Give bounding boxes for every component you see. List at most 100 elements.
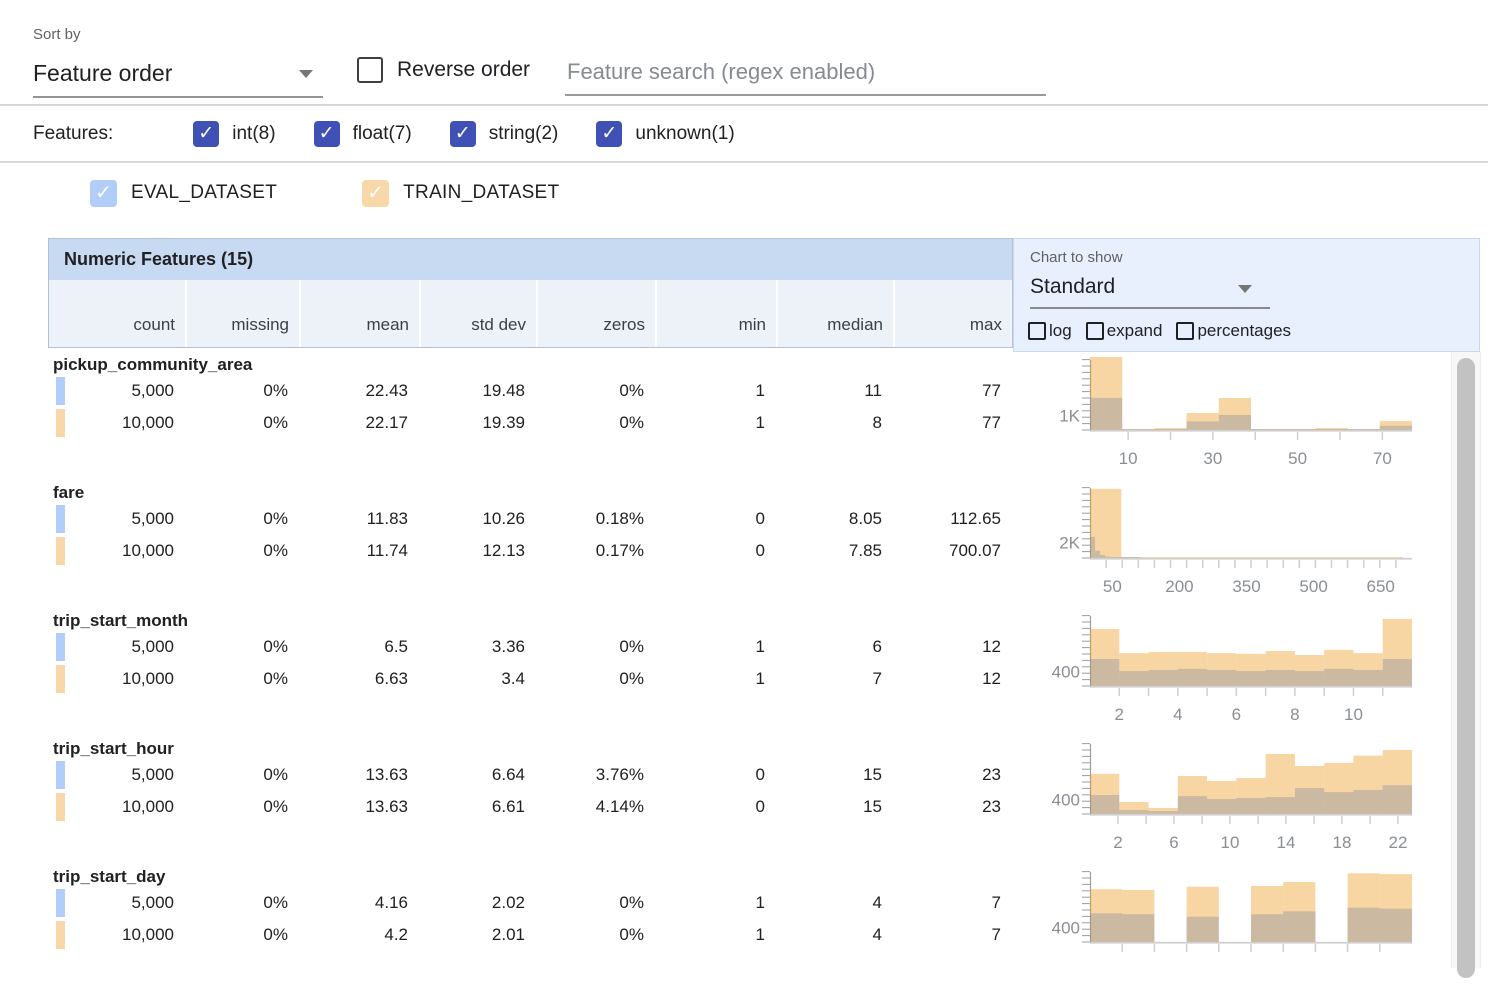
stat-value: 6.64	[418, 765, 535, 785]
option-label: expand	[1107, 321, 1163, 341]
svg-text:70: 70	[1373, 449, 1392, 468]
eval-dataset-toggle[interactable]: ✓ EVAL_DATASET	[90, 180, 277, 207]
dataset-legend: ✓ EVAL_DATASET ✓ TRAIN_DATASET	[0, 163, 1488, 223]
stat-value: 0%	[184, 669, 298, 689]
stat-value: 1	[654, 669, 775, 689]
filter-label: string(2)	[489, 123, 559, 145]
percentages-toggle[interactable]: percentages	[1176, 321, 1291, 341]
unchecked-checkbox-icon[interactable]	[1028, 322, 1046, 340]
svg-text:22: 22	[1389, 833, 1408, 852]
stat-value: 19.39	[418, 413, 535, 433]
checked-checkbox-icon[interactable]: ✓	[193, 121, 219, 147]
svg-text:200: 200	[1165, 577, 1193, 596]
column-headers: count missing mean std dev zeros min med…	[49, 280, 1012, 347]
train-color-swatch	[56, 793, 65, 821]
chart-type-select[interactable]: Standard	[1030, 271, 1270, 309]
stat-value: 10,000	[48, 925, 184, 945]
stat-value: 8.05	[775, 509, 892, 529]
stat-value: 3.36	[418, 637, 535, 657]
stat-value: 4.16	[298, 893, 418, 913]
stat-value: 0%	[535, 413, 654, 433]
eval-color-swatch	[56, 505, 65, 533]
filter-unknown[interactable]: ✓ unknown(1)	[596, 121, 734, 147]
numeric-features-table-header: Numeric Features (15) count missing mean…	[48, 238, 1013, 348]
feature-row: trip_start_month 5,0000%6.53.360%161210,…	[48, 608, 1488, 736]
search-input[interactable]	[565, 48, 1050, 96]
svg-text:10: 10	[1119, 449, 1138, 468]
feature-rows: pickup_community_area 5,0000%22.4319.480…	[48, 352, 1488, 992]
eval-checked-checkbox-icon[interactable]: ✓	[90, 180, 117, 207]
chart-type-value: Standard	[1030, 275, 1115, 299]
col-max: max	[893, 280, 1012, 347]
feature-row: fare 5,0000%11.8310.260.18%08.05112.6510…	[48, 480, 1488, 608]
stat-value: 0%	[184, 893, 298, 913]
chart-options: log expand percentages	[1028, 321, 1305, 341]
svg-text:2K: 2K	[1059, 534, 1080, 553]
expand-toggle[interactable]: expand	[1086, 321, 1163, 341]
stat-value: 5,000	[48, 637, 184, 657]
feature-search-field	[565, 48, 1046, 96]
eval-color-swatch	[56, 633, 65, 661]
svg-text:400: 400	[1052, 662, 1080, 681]
checked-checkbox-icon[interactable]: ✓	[450, 121, 476, 147]
train-checked-checkbox-icon[interactable]: ✓	[362, 180, 389, 207]
stat-value: 4.14%	[535, 797, 654, 817]
eval-color-swatch	[56, 377, 65, 405]
stat-value: 3.4	[418, 669, 535, 689]
reverse-order-checkbox[interactable]	[357, 57, 383, 83]
svg-text:50: 50	[1288, 449, 1307, 468]
col-count: count	[49, 280, 185, 347]
filter-float[interactable]: ✓ float(7)	[314, 121, 412, 147]
stat-value: 77	[892, 413, 1011, 433]
stat-value: 700.07	[892, 541, 1011, 561]
train-dataset-toggle[interactable]: ✓ TRAIN_DATASET	[362, 180, 559, 207]
col-missing: missing	[185, 280, 299, 347]
filter-string[interactable]: ✓ string(2)	[450, 121, 559, 147]
dataset-label: TRAIN_DATASET	[403, 182, 559, 204]
svg-text:400: 400	[1052, 790, 1080, 809]
feature-histogram[interactable]: 400	[1020, 864, 1420, 990]
feature-histogram[interactable]: 10 30 50 70 1K	[1020, 352, 1420, 478]
stat-value: 0%	[184, 765, 298, 785]
checked-checkbox-icon[interactable]: ✓	[596, 121, 622, 147]
feature-histogram[interactable]: 2610141822400	[1020, 736, 1420, 862]
scrollbar-thumb[interactable]	[1457, 358, 1475, 978]
stat-value: 0	[654, 509, 775, 529]
stat-value: 112.65	[892, 509, 1011, 529]
log-toggle[interactable]: log	[1028, 321, 1072, 341]
svg-text:10: 10	[1344, 705, 1363, 724]
checked-checkbox-icon[interactable]: ✓	[314, 121, 340, 147]
stat-value: 0%	[184, 381, 298, 401]
feature-histogram[interactable]: 502003505006502K	[1020, 480, 1420, 606]
stat-value: 0%	[535, 669, 654, 689]
chevron-down-icon	[1238, 285, 1252, 293]
stat-value: 6.63	[298, 669, 418, 689]
svg-text:30: 30	[1203, 449, 1222, 468]
stat-value: 7	[892, 925, 1011, 945]
stat-value: 13.63	[298, 797, 418, 817]
sort-by-value: Feature order	[33, 60, 172, 87]
stat-value: 0	[654, 765, 775, 785]
feature-histogram[interactable]: 246810400	[1020, 608, 1420, 734]
stat-value: 5,000	[48, 509, 184, 529]
svg-text:1K: 1K	[1059, 406, 1080, 425]
chart-controls-panel: Chart to show Standard log expand percen…	[1013, 238, 1480, 352]
stat-value: 4	[775, 893, 892, 913]
svg-text:50: 50	[1103, 577, 1122, 596]
svg-text:650: 650	[1367, 577, 1395, 596]
stat-value: 7	[892, 893, 1011, 913]
unchecked-checkbox-icon[interactable]	[1176, 322, 1194, 340]
sort-by-label: Sort by	[33, 26, 81, 43]
unchecked-checkbox-icon[interactable]	[1086, 322, 1104, 340]
filter-int[interactable]: ✓ int(8)	[193, 121, 275, 147]
filter-label: unknown(1)	[635, 123, 734, 145]
stat-value: 10.26	[418, 509, 535, 529]
col-min: min	[655, 280, 776, 347]
toolbar: Sort by Feature order Reverse order	[0, 0, 1488, 106]
stat-value: 0.17%	[535, 541, 654, 561]
stat-value: 6.5	[298, 637, 418, 657]
feature-type-filters: Features: ✓ int(8) ✓ float(7) ✓ string(2…	[0, 106, 1488, 163]
stat-value: 13.63	[298, 765, 418, 785]
sort-by-select[interactable]: Feature order	[33, 52, 323, 98]
svg-text:6: 6	[1232, 705, 1241, 724]
